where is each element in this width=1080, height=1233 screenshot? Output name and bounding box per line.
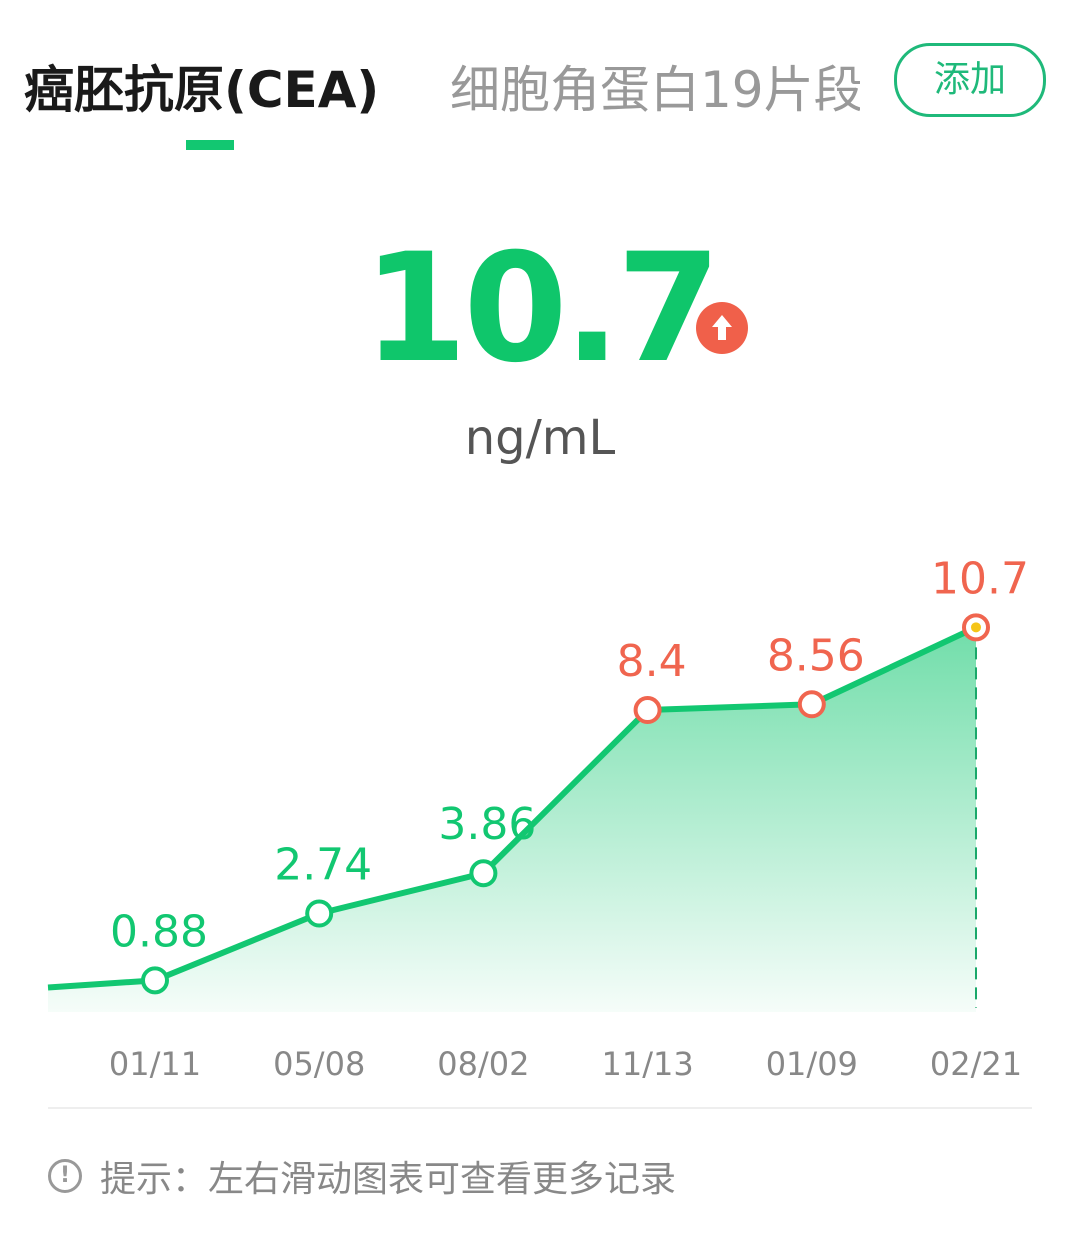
arrow-up-circle-icon (696, 302, 748, 354)
x-tick-label: 11/13 (601, 1045, 693, 1083)
data-label: 3.86 (438, 799, 536, 850)
add-button[interactable]: 添加 (894, 43, 1046, 117)
current-value: 10.7 (362, 222, 721, 396)
data-point (305, 899, 334, 928)
info-circle-icon: ! (48, 1159, 82, 1193)
divider (48, 1107, 1032, 1109)
tab-cyfra21-1[interactable]: 细胞角蛋白19片段 (450, 61, 860, 119)
x-tick-label: 05/08 (273, 1045, 365, 1083)
selected-point-dot (971, 622, 981, 633)
hint: ! 提示：左右滑动图表可查看更多记录 (48, 1150, 676, 1202)
data-label: 10.7 (931, 553, 1029, 604)
active-tab-indicator (186, 140, 234, 150)
tab-cea[interactable]: 癌胚抗原(CEA) (24, 61, 380, 119)
x-tick-label: 02/21 (930, 1045, 1022, 1083)
data-point (797, 690, 826, 719)
data-point (633, 696, 662, 725)
hint-text: 提示：左右滑动图表可查看更多记录 (100, 1159, 677, 1200)
unit-label: ng/mL (464, 410, 616, 466)
x-tick-label: 01/11 (109, 1045, 201, 1083)
tab-bar: 癌胚抗原(CEA) 细胞角蛋白19片段 添加 (0, 40, 1080, 160)
data-label: 8.56 (767, 630, 865, 681)
trend-chart[interactable]: 0.88 01/11 2.74 05/08 3.86 08/02 8.4 11/13 8.56 0… (0, 520, 1080, 1100)
x-tick-label: 01/09 (766, 1045, 858, 1083)
x-tick-label: 08/02 (437, 1045, 529, 1083)
data-point (141, 966, 169, 995)
data-label: 0.88 (110, 906, 208, 957)
data-label: 2.74 (274, 839, 372, 890)
data-label: 8.4 (617, 636, 687, 687)
data-point (469, 859, 498, 888)
area-fill (48, 627, 976, 1012)
